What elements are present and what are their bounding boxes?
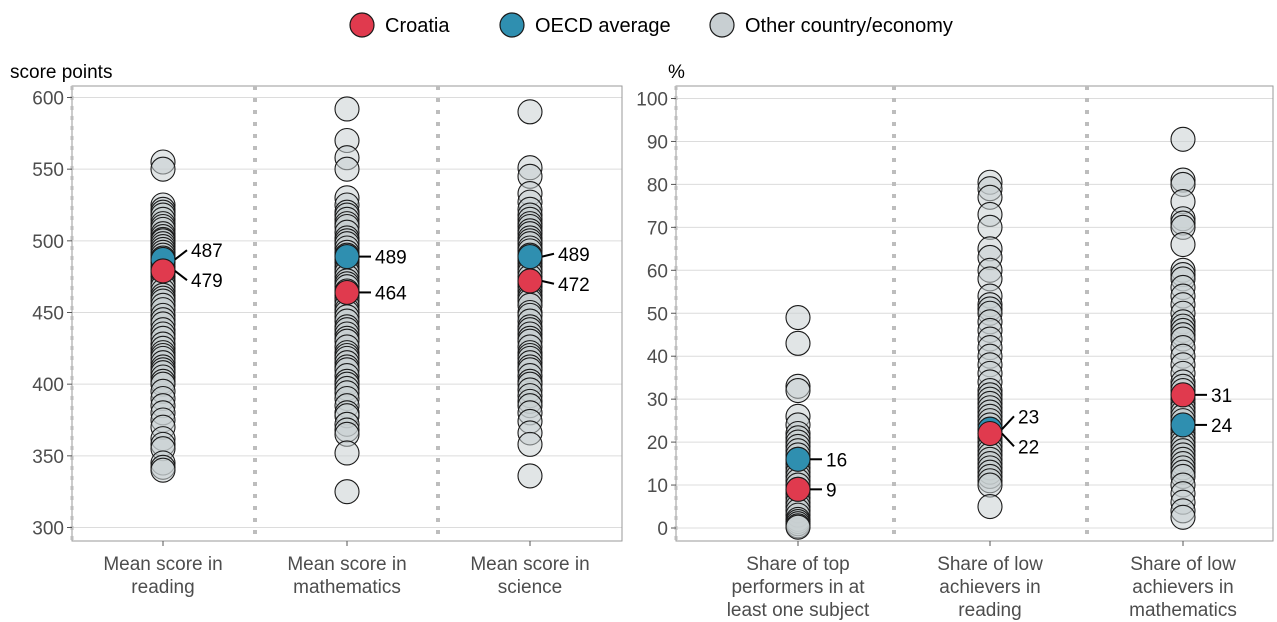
point-oecd-2	[517, 244, 543, 270]
point-other-0-63	[150, 457, 176, 483]
label-croatia-2: 472	[558, 275, 590, 296]
point-croatia-2	[517, 268, 543, 294]
leader-croatia-1	[1001, 432, 1015, 448]
category-label-0-line-0: Share of top	[746, 554, 850, 575]
unit-label: %	[668, 62, 685, 83]
point-other-2-0	[1170, 126, 1196, 152]
point-croatia-1	[334, 279, 360, 305]
point-other-1-0	[334, 96, 360, 122]
point-other-2-7	[1170, 231, 1196, 258]
point-other-0-1	[785, 330, 811, 356]
category-label-2-line-2: mathematics	[1129, 600, 1237, 621]
legend: Croatia OECD average Other country/economy	[349, 12, 953, 38]
label-croatia-1: 464	[375, 283, 407, 304]
label-croatia-0: 479	[191, 271, 223, 292]
tick-label-3: 450	[32, 304, 64, 325]
point-croatia-0	[785, 476, 811, 502]
point-other-1-60	[334, 440, 360, 466]
tick-label-10: 100	[636, 90, 668, 111]
panel-mean-scores: 300 350 400 450 500 550 600 score points Mean sc…	[10, 62, 623, 598]
tick-label-1: 10	[647, 476, 668, 497]
label-oecd-0: 16	[826, 450, 847, 471]
label-oecd-1: 23	[1018, 407, 1039, 428]
label-croatia-0: 9	[826, 480, 837, 501]
category-label-2-line-1: science	[498, 577, 562, 598]
category-label-2-line-1: achievers in	[1132, 577, 1233, 598]
leader-croatia-0	[174, 270, 188, 281]
point-other-1-4	[977, 214, 1003, 240]
category-label-2-line-0: Mean score in	[470, 554, 589, 575]
tick-label-8: 80	[647, 175, 668, 196]
point-croatia-1	[977, 420, 1003, 447]
legend-marker-1	[499, 12, 525, 38]
tick-label-0: 300	[32, 519, 64, 540]
point-other-0-1	[150, 156, 176, 182]
tick-label-6: 600	[32, 89, 64, 110]
legend-marker-2	[709, 12, 735, 38]
leader-oecd-0	[174, 249, 188, 261]
point-oecd-1	[334, 244, 360, 270]
category-label-1-line-0: Mean score in	[287, 554, 406, 575]
tick-label-0: 0	[657, 519, 668, 540]
label-oecd-0: 487	[191, 241, 223, 262]
point-oecd-0	[785, 446, 811, 472]
panel-shares: 0 10 20 30 40 50 60 70 80 90 100% Share of topperfo…	[636, 62, 1274, 621]
category-label-1-line-2: reading	[958, 600, 1021, 621]
legend-label-0: Croatia	[385, 15, 450, 37]
leader-oecd-1	[1001, 415, 1015, 430]
point-other-2-0	[517, 99, 543, 125]
tick-label-2: 20	[647, 433, 668, 454]
legend-label-1: OECD average	[535, 15, 671, 37]
leader-croatia-2	[541, 279, 555, 285]
category-label-2-line-0: Share of low	[1130, 554, 1236, 575]
point-other-1-61	[334, 479, 360, 505]
point-other-2-59	[517, 463, 543, 489]
tick-label-3: 30	[647, 390, 668, 411]
point-other-1-43	[977, 472, 1003, 498]
label-croatia-2: 31	[1211, 386, 1232, 407]
point-other-2-58	[517, 431, 543, 457]
legend-marker-0	[349, 12, 375, 38]
point-other-0-0	[785, 304, 811, 331]
label-oecd-1: 489	[375, 248, 407, 269]
leader-oecd-2	[541, 252, 555, 258]
unit-label: score points	[10, 62, 112, 83]
point-other-0-3	[785, 378, 811, 404]
tick-label-2: 400	[32, 375, 64, 396]
category-label-1-line-1: achievers in	[939, 577, 1040, 598]
label-oecd-2: 489	[558, 245, 590, 266]
point-other-1-3	[334, 156, 360, 182]
category-label-0-line-2: least one subject	[727, 600, 870, 621]
category-label-1-line-1: mathematics	[293, 577, 401, 598]
point-other-2-49	[1170, 504, 1196, 530]
category-label-0-line-0: Mean score in	[103, 554, 222, 575]
tick-label-1: 350	[32, 447, 64, 468]
point-croatia-0	[150, 258, 176, 284]
tick-label-5: 550	[32, 160, 64, 181]
tick-label-4: 40	[647, 347, 668, 368]
tick-label-9: 90	[647, 132, 668, 153]
label-croatia-1: 22	[1018, 437, 1039, 458]
point-other-0-30	[785, 514, 811, 540]
category-label-0-line-1: performers in at	[731, 577, 865, 598]
category-label-1-line-0: Share of low	[937, 554, 1043, 575]
tick-label-4: 500	[32, 232, 64, 253]
point-other-1-44	[977, 493, 1003, 520]
tick-label-6: 60	[647, 261, 668, 282]
point-croatia-2	[1170, 382, 1196, 408]
label-oecd-2: 24	[1211, 416, 1233, 437]
tick-label-7: 70	[647, 218, 668, 239]
legend-label-2: Other country/economy	[745, 15, 953, 37]
tick-label-5: 50	[647, 304, 668, 325]
category-label-0-line-1: reading	[131, 577, 194, 598]
point-oecd-2	[1170, 412, 1196, 438]
